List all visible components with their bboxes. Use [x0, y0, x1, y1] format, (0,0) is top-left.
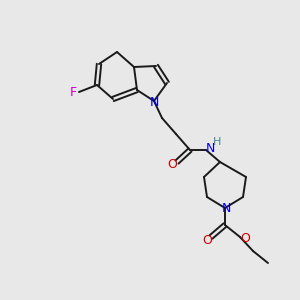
Text: O: O — [240, 232, 250, 245]
Text: N: N — [205, 142, 215, 155]
Text: O: O — [167, 158, 177, 172]
Text: N: N — [221, 202, 231, 215]
Text: O: O — [202, 235, 212, 248]
Text: H: H — [213, 137, 221, 147]
Text: N: N — [149, 95, 159, 109]
Text: F: F — [69, 85, 76, 98]
